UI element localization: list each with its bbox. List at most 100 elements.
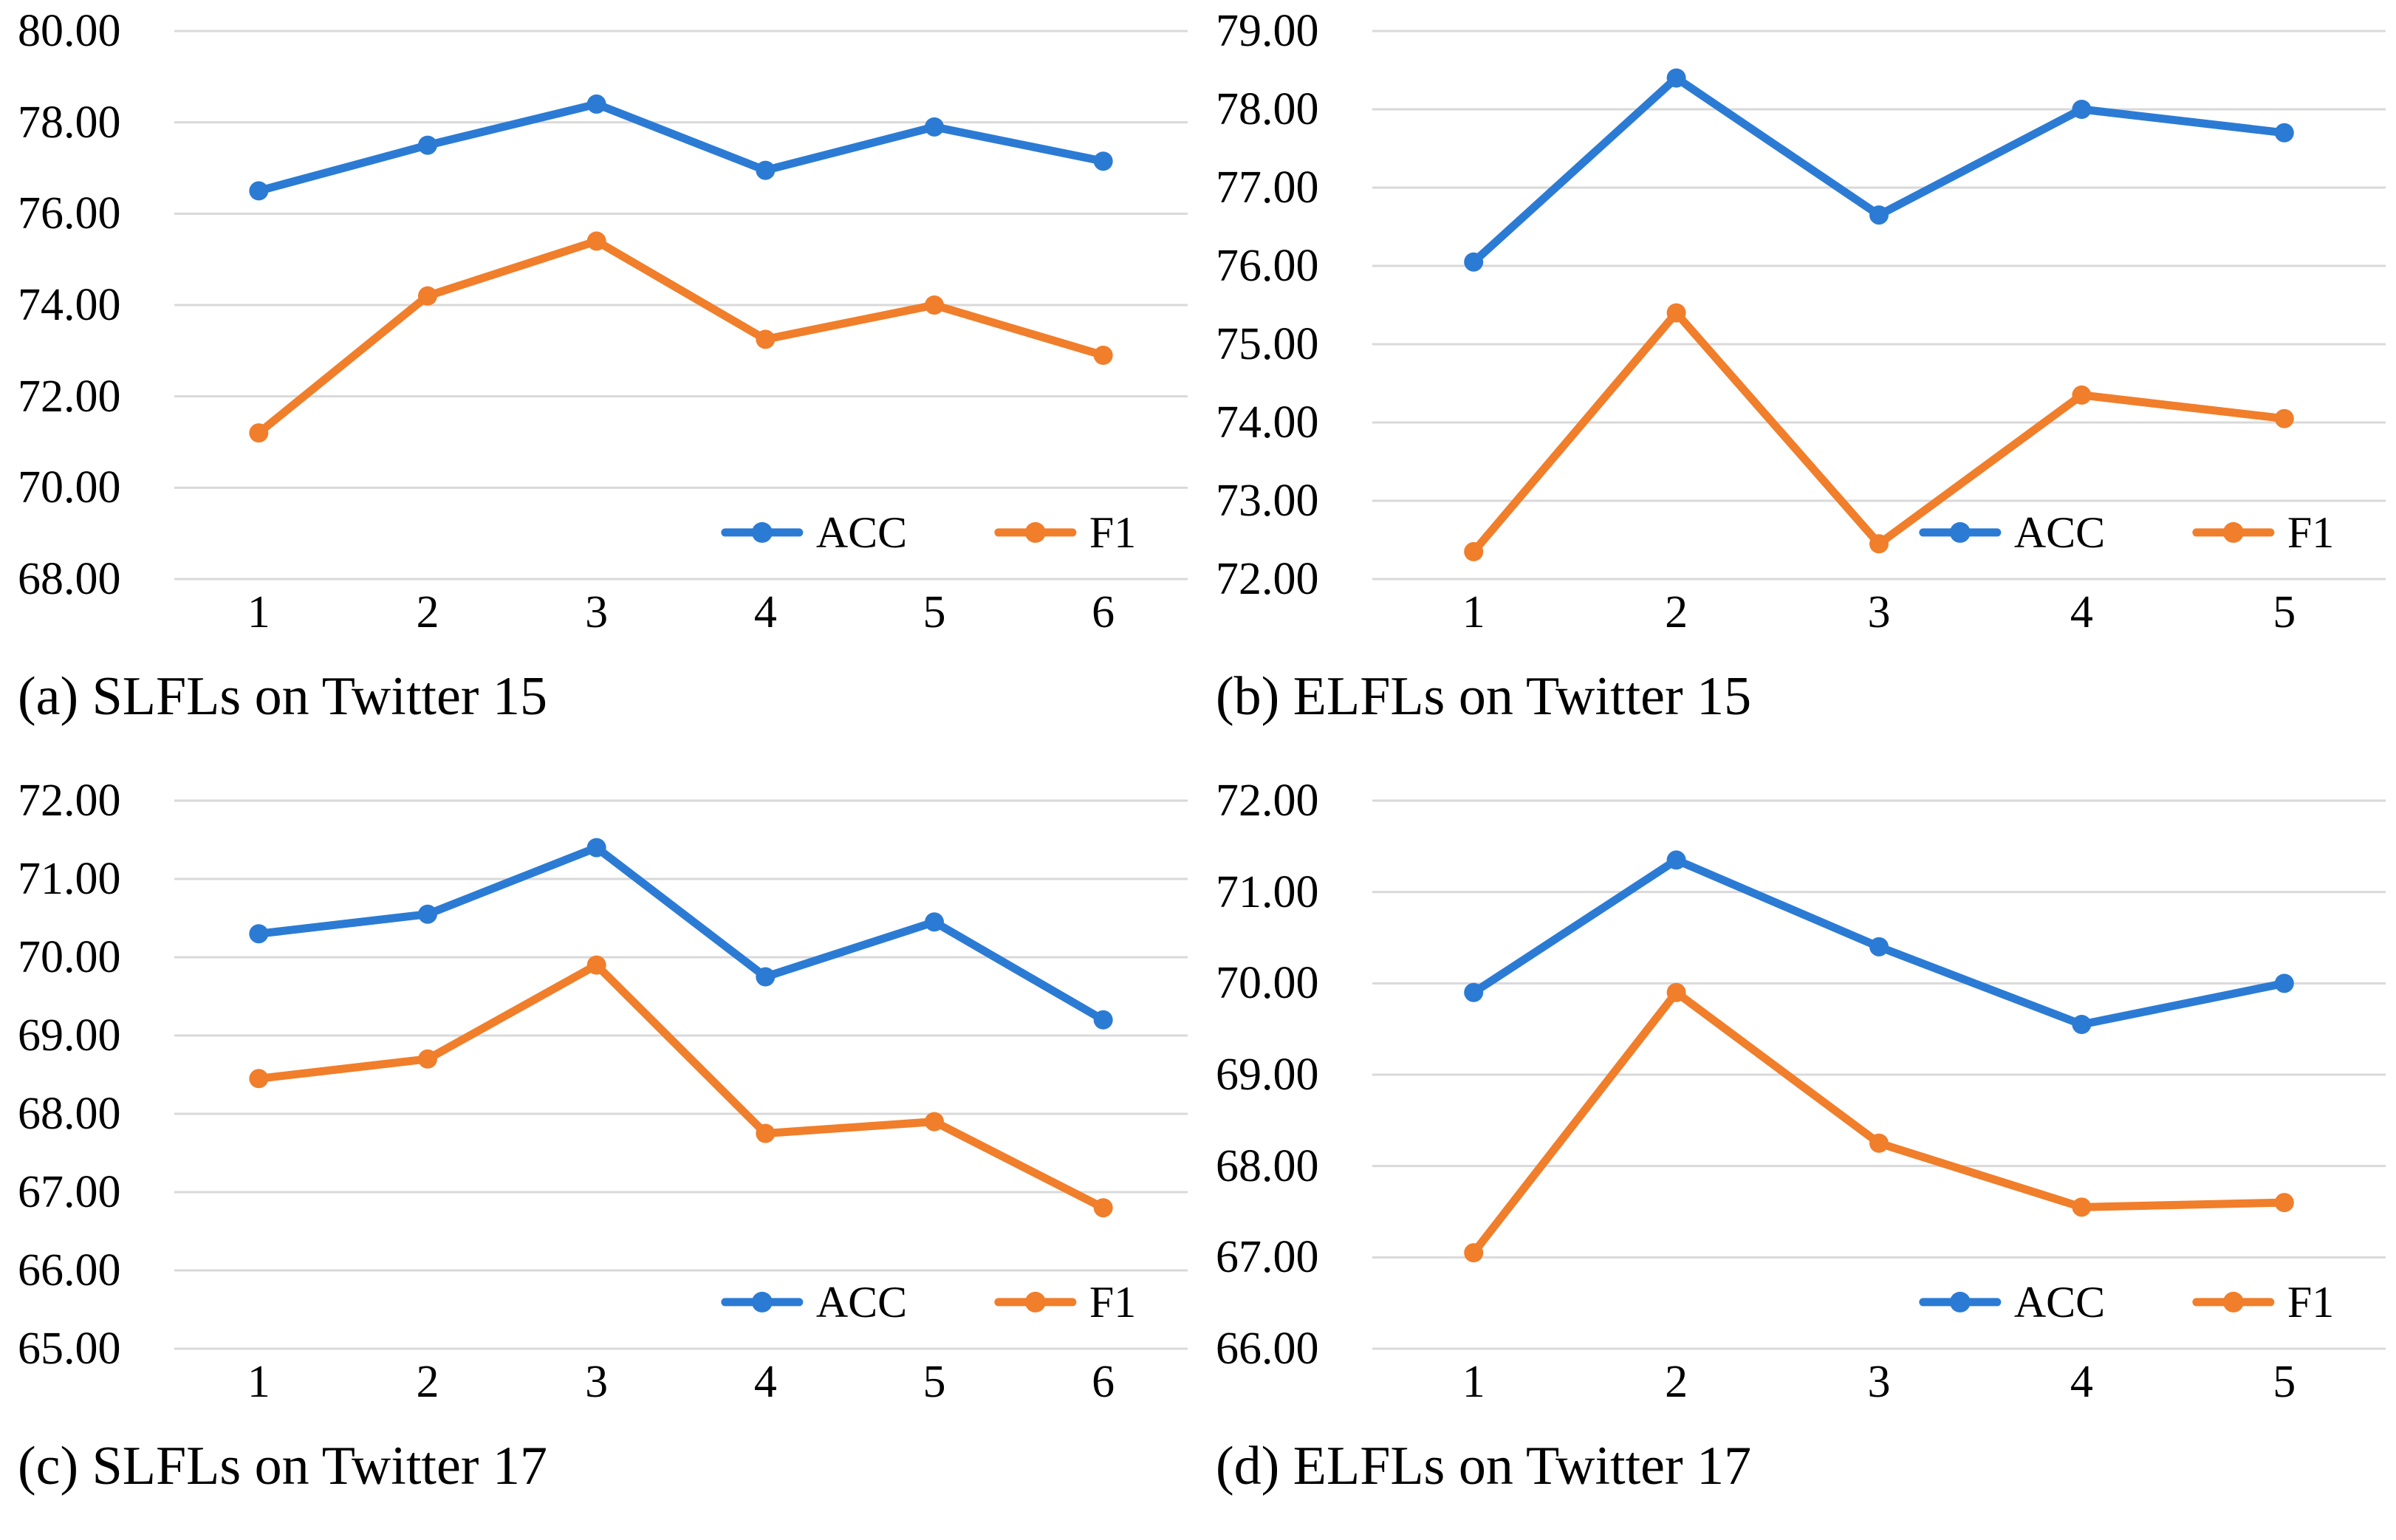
data-point-f1 [249,423,269,443]
legend-acc-label: ACC [2014,508,2105,557]
y-tick-label: 72.00 [18,776,121,826]
y-tick-label: 66.00 [1216,1324,1319,1374]
data-point-f1 [586,955,606,975]
y-tick-label: 67.00 [18,1167,121,1217]
y-tick-label: 78.00 [1216,84,1319,134]
data-point-f1 [2274,408,2294,428]
data-point-acc [2072,100,2092,119]
x-tick-label: 5 [923,587,946,637]
data-point-f1 [756,1123,776,1143]
x-tick-label: 4 [2070,1357,2093,1407]
y-tick-label: 68.00 [1216,1140,1319,1191]
x-tick-label: 1 [247,1357,270,1407]
y-tick-label: 76.00 [18,188,121,239]
legend-f1-marker [2222,521,2244,543]
y-tick-label: 79.00 [1216,6,1319,56]
x-axis-labels: 1 2 3 4 5 6 [174,579,1188,646]
legend-acc-marker [1949,1291,1971,1313]
chart-area: 72.00 71.00 70.00 69.00 68.00 67.00 66.00 65.00… [18,776,1198,1374]
y-tick-label: 80.00 [18,6,121,56]
line-chart-plot: ACC F1 [174,30,1188,581]
y-tick-label: 75.00 [1216,319,1319,369]
y-axis-labels: 79.00 78.00 77.00 76.00 75.00 74.00 73.00 72.00 [1216,6,1372,604]
x-tick-label: 4 [2070,587,2093,637]
chart-caption: (b) ELFLs on Twitter 15 [1216,666,1752,727]
chart-panel-c: 72.00 71.00 70.00 69.00 68.00 67.00 66.00 65.00… [0,770,1198,1540]
x-axis-labels: 1 2 3 4 5 [1372,579,2386,646]
y-tick-label: 78.00 [18,97,121,148]
chart-caption: (a) SLFLs on Twitter 15 [18,666,547,727]
chart-area: 72.00 71.00 70.00 69.00 68.00 67.00 66.00 ACC F… [1216,776,2396,1374]
data-point-f1 [1093,1198,1113,1218]
data-point-acc [1464,982,1484,1002]
data-point-acc [2072,1014,2092,1034]
data-point-f1 [418,286,437,306]
y-axis-labels: 80.00 78.00 76.00 74.00 72.00 70.00 68.00 [18,6,174,604]
data-point-acc [1869,937,1889,956]
line-chart-plot: ACC F1 [174,799,1188,1350]
x-tick-label: 3 [585,587,609,637]
data-point-f1 [1464,1243,1484,1263]
data-point-f1 [2274,1193,2294,1213]
y-tick-label: 77.00 [1216,162,1319,213]
legend-f1-marker [1024,1291,1046,1313]
y-axis-labels: 72.00 71.00 70.00 69.00 68.00 67.00 66.00 65.00 [18,776,174,1374]
y-tick-label: 65.00 [18,1324,121,1374]
x-axis-labels: 1 2 3 4 5 6 [174,1349,1188,1415]
data-point-acc [925,117,944,137]
x-axis-labels: 1 2 3 4 5 [1372,1349,2386,1415]
x-tick-label: 1 [1462,587,1485,637]
series-line-f1 [1469,309,2289,556]
chart-panel-b: 79.00 78.00 77.00 76.00 75.00 74.00 73.00 72.00… [1198,0,2396,770]
y-tick-label: 70.00 [1216,958,1319,1009]
data-point-f1 [1666,982,1686,1002]
data-point-acc [1666,68,1686,88]
data-point-acc [925,912,944,932]
y-tick-label: 74.00 [18,280,121,330]
series-line-f1 [1469,988,2289,1257]
legend-f1-marker [1024,521,1046,543]
line-chart-plot: ACC F1 [1372,30,2386,581]
data-point-acc [586,838,606,858]
chart-caption: (d) ELFLs on Twitter 17 [1216,1436,1752,1496]
legend-acc-marker [751,521,773,543]
y-tick-label: 70.00 [18,462,121,513]
x-tick-label: 3 [1867,587,1891,637]
x-tick-label: 5 [923,1357,946,1407]
data-point-f1 [2072,385,2092,405]
x-tick-label: 1 [1462,1357,1485,1407]
series-line-acc [1469,74,2289,267]
data-point-f1 [1093,346,1113,366]
legend-acc-marker [1949,521,1971,543]
y-axis-labels: 72.00 71.00 70.00 69.00 68.00 67.00 66.00 [1216,776,1372,1374]
data-point-acc [1093,1010,1113,1030]
y-tick-label: 74.00 [1216,397,1319,448]
data-point-f1 [249,1069,269,1089]
data-point-acc [2274,123,2294,143]
y-tick-label: 76.00 [1216,241,1319,291]
legend-f1-label: F1 [2287,1278,2334,1327]
data-point-acc [249,181,269,201]
x-tick-label: 3 [585,1357,609,1407]
y-tick-label: 73.00 [1216,476,1319,526]
x-tick-label: 4 [753,1357,777,1407]
x-tick-label: 5 [2273,587,2296,637]
x-tick-label: 2 [416,587,439,637]
data-point-acc [756,967,776,987]
data-point-acc [1869,205,1889,225]
y-tick-label: 71.00 [18,854,121,904]
data-point-acc [756,160,776,180]
x-tick-label: 2 [1665,587,1688,637]
legend-acc-label: ACC [2014,1278,2105,1327]
legend-acc-label: ACC [816,508,907,557]
x-tick-label: 1 [247,587,270,637]
data-point-acc [418,135,437,155]
x-tick-label: 5 [2273,1357,2296,1407]
legend-f1-marker [2222,1291,2244,1313]
chart-area: 80.00 78.00 76.00 74.00 72.00 70.00 68.00 ACC F… [18,6,1198,604]
y-tick-label: 67.00 [1216,1232,1319,1283]
y-tick-label: 68.00 [18,554,121,604]
x-tick-label: 3 [1867,1357,1891,1407]
data-point-f1 [1666,303,1686,323]
data-point-acc [418,904,437,924]
